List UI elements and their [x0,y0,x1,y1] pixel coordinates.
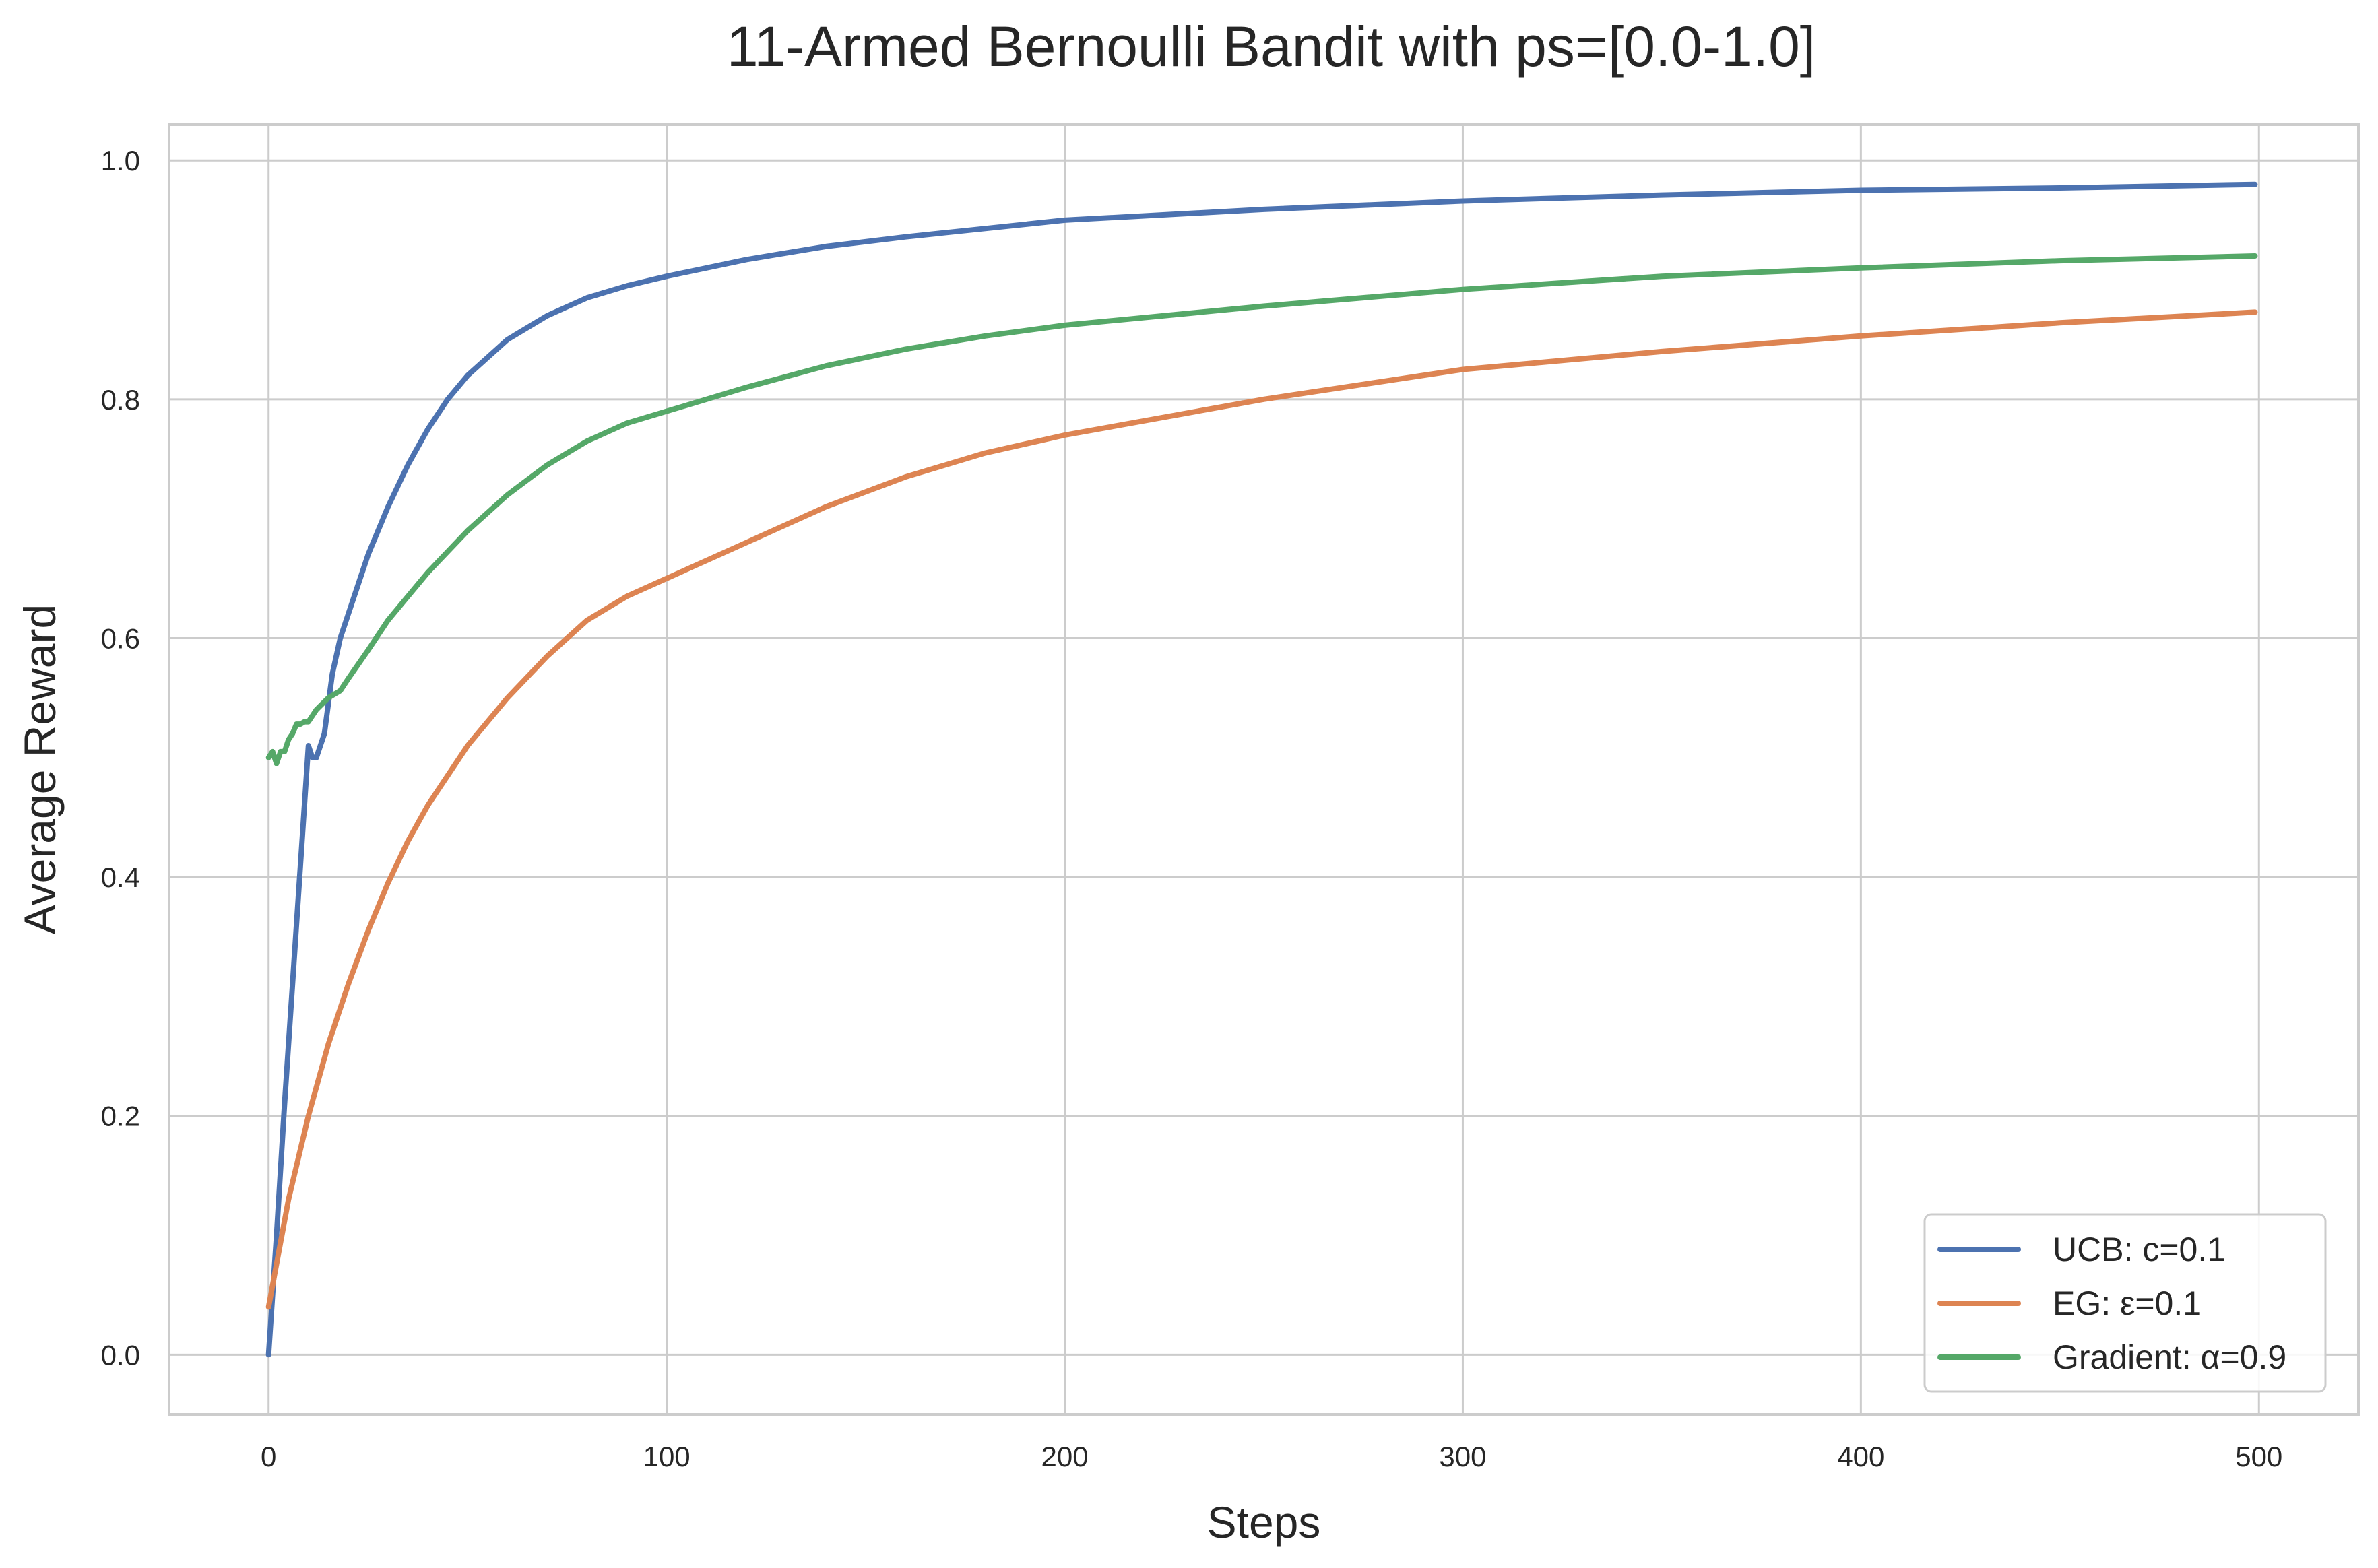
y-tick-label: 0.2 [101,1101,140,1132]
plot-frame [168,123,2360,1416]
plot-area [169,125,2358,1414]
series-lines [265,181,2258,1358]
legend-label: Gradient: α=0.9 [2053,1338,2286,1376]
x-tick-label: 200 [1041,1441,1089,1472]
x-axis-label: Steps [1207,1497,1321,1547]
y-tick-label: 0.6 [101,622,140,654]
x-tick-label: 300 [1439,1441,1486,1472]
legend-label: UCB: c=0.1 [2053,1231,2226,1268]
chart-title: 11-Armed Bernoulli Bandit with ps=[0.0-1… [727,15,1815,78]
x-tick-label: 100 [643,1441,690,1472]
series-line-2 [265,309,2258,1310]
series-line-1 [265,181,2258,1358]
series-line-3 [265,253,2258,766]
legend-box [1923,1213,2327,1393]
x-tick-label: 500 [2235,1441,2282,1472]
y-tick-label: 1.0 [101,145,140,176]
y-tick-labels: 0.0 0.2 0.4 0.6 0.8 1.0 [101,145,140,1371]
y-tick-label: 0.4 [101,861,140,893]
y-tick-label: 0.0 [101,1339,140,1371]
y-axis-label: Average Reward [15,604,65,934]
x-tick-label: 0 [261,1441,276,1472]
y-tick-label: 0.8 [101,384,140,416]
x-tick-label: 400 [1837,1441,1884,1472]
legend-label: EG: ε=0.1 [2053,1284,2202,1322]
x-tick-labels: 0 100 200 300 400 500 [261,1441,2282,1472]
legend: UCB: c=0.1 EG: ε=0.1 Gradient: α=0.9 [1923,1213,2327,1393]
